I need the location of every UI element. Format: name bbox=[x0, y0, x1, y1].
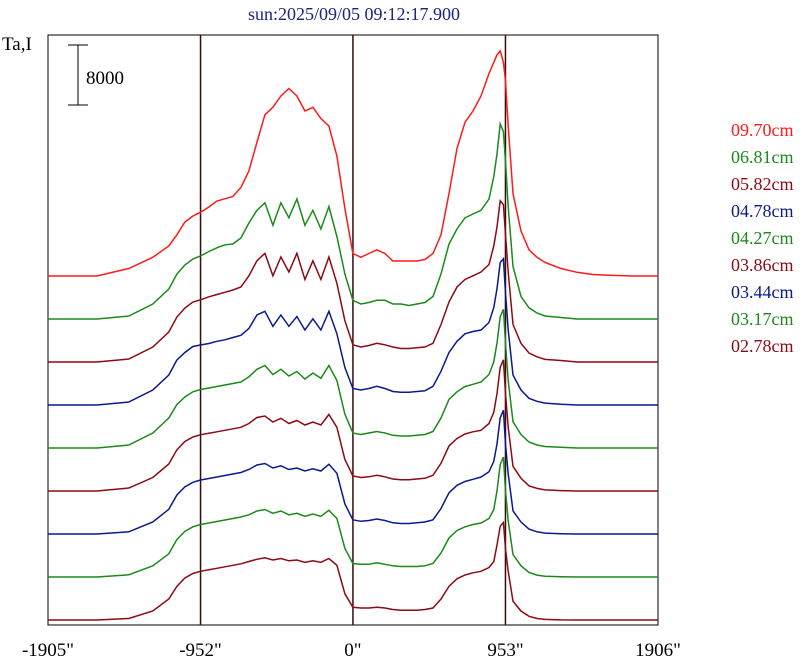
series-group bbox=[48, 49, 658, 621]
legend-item-09.70cm: 09.70cm bbox=[731, 120, 794, 140]
chart-title: sun:2025/09/05 09:12:17.900 bbox=[248, 4, 460, 24]
x-tick-label: 0" bbox=[344, 640, 361, 661]
scale-bar-label: 8000 bbox=[86, 68, 124, 89]
legend-item-06.81cm: 06.81cm bbox=[731, 147, 794, 167]
series-line-05.82cm bbox=[48, 199, 658, 363]
vertical-reference-lines bbox=[199, 35, 507, 625]
series-line-04.27cm bbox=[48, 309, 658, 449]
series-line-04.78cm bbox=[48, 256, 658, 406]
series-line-03.86cm bbox=[48, 359, 658, 492]
scale-bar: 8000 bbox=[68, 44, 124, 106]
x-tick-label: 1906" bbox=[635, 640, 681, 661]
series-line-09.70cm bbox=[48, 49, 658, 277]
x-tick-label: -1905" bbox=[22, 640, 74, 661]
series-line-02.78cm bbox=[48, 520, 658, 621]
x-tick-label: 953" bbox=[487, 640, 523, 661]
legend-item-04.78cm: 04.78cm bbox=[731, 201, 794, 221]
legend-item-03.44cm: 03.44cm bbox=[731, 282, 794, 302]
legend-item-04.27cm: 04.27cm bbox=[731, 228, 794, 248]
legend: 09.70cm 06.81cm 05.82cm 04.78cm 04.27cm 03.86… bbox=[731, 120, 794, 356]
legend-item-02.78cm: 02.78cm bbox=[731, 336, 794, 356]
series-line-03.44cm bbox=[48, 410, 658, 535]
x-tick-label: -952" bbox=[179, 640, 222, 661]
series-line-06.81cm bbox=[48, 121, 658, 320]
y-axis-label: Ta,I bbox=[2, 34, 32, 55]
legend-item-03.17cm: 03.17cm bbox=[731, 309, 794, 329]
series-line-03.17cm bbox=[48, 456, 658, 578]
legend-item-05.82cm: 05.82cm bbox=[731, 174, 794, 194]
legend-item-03.86cm: 03.86cm bbox=[731, 255, 794, 275]
x-tick-labels: -1905" -952" 0" 953" 1906" bbox=[22, 640, 681, 661]
